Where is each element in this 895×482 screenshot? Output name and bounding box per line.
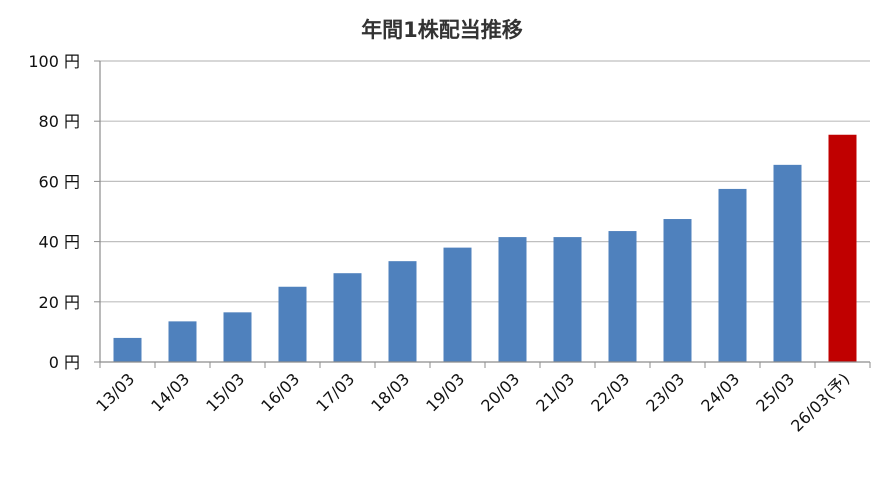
bar [773,164,802,362]
chart-title: 年間1株配当推移 [361,18,523,42]
y-tick-label: 0 円 [49,353,80,372]
x-tick-label: 21/03 [532,369,578,415]
x-tick-label: 13/03 [92,369,138,415]
bar [718,188,747,362]
y-tick-label: 20 円 [39,293,80,312]
bar [663,219,692,362]
x-axis-ticks: 13/03 14/03 15/03 16/03 17/03 18/03 19/03 20/03… [92,362,871,436]
x-tick-label: 23/03 [642,369,688,415]
x-tick-label: 22/03 [587,369,633,415]
bar [168,321,197,362]
y-tick-label: 80 円 [39,112,80,131]
bar [223,312,252,362]
x-tick-label: 26/03(予) [787,369,853,435]
axes [99,61,870,363]
bar [278,286,307,362]
x-tick-label: 19/03 [422,369,468,415]
y-tick-label: 100 円 [28,52,80,71]
bar [608,231,637,362]
bar [388,261,417,362]
bar [113,337,142,362]
bar [333,273,362,362]
y-tick-label: 40 円 [39,233,80,252]
y-axis-ticks: 0 円 20 円 40 円 60 円 80 円 100 円 [28,52,100,372]
bar [553,237,582,362]
x-tick-label: 14/03 [147,369,193,415]
x-tick-label: 18/03 [367,369,413,415]
y-tick-label: 60 円 [39,172,80,191]
gridlines [100,60,870,303]
bars [113,134,857,362]
x-tick-label: 17/03 [312,369,358,415]
bar [828,134,857,362]
x-tick-label: 16/03 [257,369,303,415]
x-tick-label: 24/03 [697,369,743,415]
x-tick-label: 25/03 [752,369,798,415]
x-tick-label: 20/03 [477,369,523,415]
bar [498,237,527,362]
bar [443,247,472,362]
x-tick-label: 15/03 [202,369,248,415]
